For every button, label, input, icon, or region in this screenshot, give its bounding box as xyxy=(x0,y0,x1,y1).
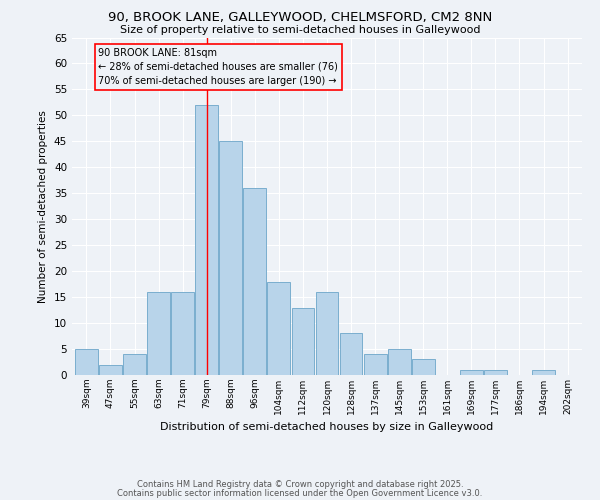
Bar xyxy=(195,105,218,375)
Bar xyxy=(340,334,362,375)
Bar xyxy=(484,370,507,375)
Bar xyxy=(388,349,410,375)
Bar xyxy=(316,292,338,375)
Bar xyxy=(268,282,290,375)
Y-axis label: Number of semi-detached properties: Number of semi-detached properties xyxy=(38,110,49,302)
Bar xyxy=(412,360,434,375)
Text: Contains HM Land Registry data © Crown copyright and database right 2025.: Contains HM Land Registry data © Crown c… xyxy=(137,480,463,489)
Bar xyxy=(75,349,98,375)
Bar xyxy=(147,292,170,375)
Bar xyxy=(292,308,314,375)
Text: 90, BROOK LANE, GALLEYWOOD, CHELMSFORD, CM2 8NN: 90, BROOK LANE, GALLEYWOOD, CHELMSFORD, … xyxy=(108,11,492,24)
Bar xyxy=(364,354,386,375)
Bar xyxy=(460,370,483,375)
Bar xyxy=(171,292,194,375)
X-axis label: Distribution of semi-detached houses by size in Galleywood: Distribution of semi-detached houses by … xyxy=(160,422,494,432)
Text: Contains public sector information licensed under the Open Government Licence v3: Contains public sector information licen… xyxy=(118,488,482,498)
Bar xyxy=(99,364,122,375)
Text: Size of property relative to semi-detached houses in Galleywood: Size of property relative to semi-detach… xyxy=(120,25,480,35)
Bar xyxy=(532,370,555,375)
Bar xyxy=(220,142,242,375)
Bar xyxy=(123,354,146,375)
Text: 90 BROOK LANE: 81sqm
← 28% of semi-detached houses are smaller (76)
70% of semi-: 90 BROOK LANE: 81sqm ← 28% of semi-detac… xyxy=(98,48,338,86)
Bar xyxy=(244,188,266,375)
